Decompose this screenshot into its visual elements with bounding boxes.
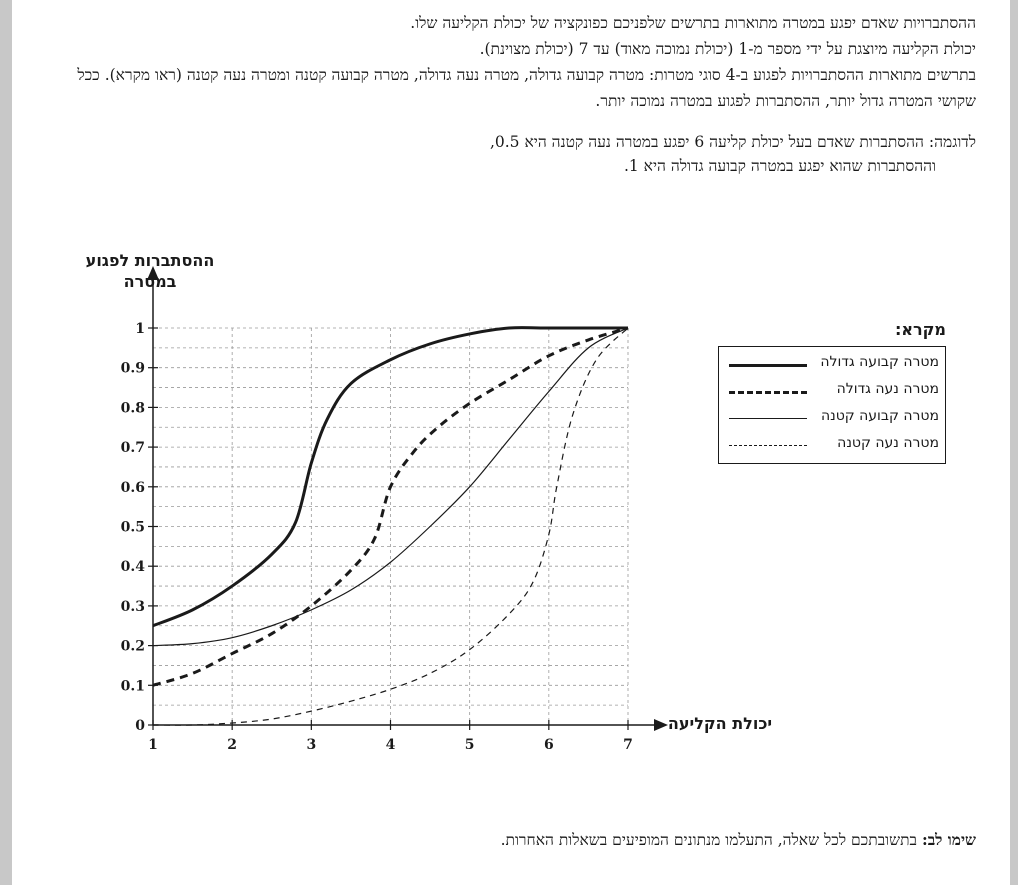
legend-item-moving-small: מטרה נעה קטנה [719,432,945,458]
y-tick-label: 0.8 [121,400,145,416]
legend-label-moving-large: מטרה נעה גדולה [836,381,939,397]
example-text: לדוגמה: ההסתברות שאדם בעל יכולת קליעה 6 … [300,130,976,178]
chart-grid [153,327,629,725]
legend-item-fixed-large: מטרה קבועה גדולה [719,351,945,377]
y-tick-label: 0.2 [121,639,145,655]
legend-swatch-thick-dashed [729,391,807,394]
series-line-thin-dashed [152,327,629,726]
legend-title: מקרא: [894,320,946,339]
x-tick-label: 1 [148,737,158,753]
y-tick-label: 0.5 [121,520,145,536]
legend-label-fixed-small: מטרה קבועה קטנה [820,408,939,424]
x-tick-label: 3 [306,737,316,753]
intro-line-1: ההסתברויות שאדם יפגע במטרה מתוארות בתרשי… [410,14,976,32]
x-tick-label: 2 [227,737,237,753]
legend-swatch-thick-solid [729,364,807,367]
example-line-1: לדוגמה: ההסתברות שאדם בעל יכולת קליעה 6 … [489,133,976,151]
y-axis-title-line-1: ההסתברות לפגוע [86,251,215,270]
example-line-2: וההסתברות שהוא יפגע במטרה קבועה גדולה הי… [623,157,936,175]
legend-swatch-thin-solid [729,418,807,419]
legend-label-moving-small: מטרה נעה קטנה [837,435,939,451]
y-tick-label: 0 [135,718,145,734]
x-tick-label: 6 [544,737,554,753]
series-line-thick-dashed [152,326,629,687]
y-tick-label: 0.3 [121,599,145,615]
x-axis-arrow [654,719,668,731]
y-tick-label: 0.6 [121,480,145,496]
series-line-thin-solid [152,327,629,647]
x-tick-label: 5 [465,737,475,753]
intro-text: ההסתברויות שאדם יפגע במטרה מתוארות בתרשי… [36,10,976,114]
legend-item-fixed-small: מטרה קבועה קטנה [719,405,945,431]
chart-legend: מטרה קבועה גדולה מטרה נעה גדולה מטרה קבו… [718,346,946,464]
legend-item-moving-large: מטרה נעה גדולה [719,378,945,404]
chart-axes [147,266,668,731]
y-axis-title-line-2: במטרה [124,272,177,291]
x-tick-label: 4 [386,737,396,753]
legend-label-fixed-large: מטרה קבועה גדולה [820,354,939,370]
x-axis-title: יכולת הקליעה [668,714,772,733]
y-tick-label: 0.4 [121,559,146,575]
page-right-border [1010,0,1018,885]
y-tick-label: 0.1 [121,678,145,694]
note-text: שימו לב: בתשובתכם לכל שאלה, התעלמו מנתונ… [300,830,976,850]
y-tick-label: 0.9 [121,361,145,377]
x-tick-label: 7 [623,737,633,753]
y-tick-label: 1 [135,321,145,337]
series-line-thick-solid [152,326,628,628]
legend-swatch-thin-dashed [729,445,807,446]
note-body: בתשובתכם לכל שאלה, התעלמו מנתונים המופיע… [500,831,922,849]
y-tick-label: 0.7 [121,440,145,456]
note-label: שימו לב: [921,830,976,849]
chart-series [152,326,629,726]
y-axis-arrow [147,266,159,280]
intro-line-2: יכולת הקליעה מיוצגת על ידי מספר מ-1 (יכו… [479,40,976,58]
chart-tick-labels: 0 0.1 0.2 0.3 0.4 0.5 0.6 0.7 0.8 0.9 1 1 2 3 4 5 6 7 [121,321,633,753]
page-left-border [0,0,12,885]
intro-line-3: בתרשים מתוארות ההסתברויות לפגוע ב-4 סוגי… [77,66,976,110]
